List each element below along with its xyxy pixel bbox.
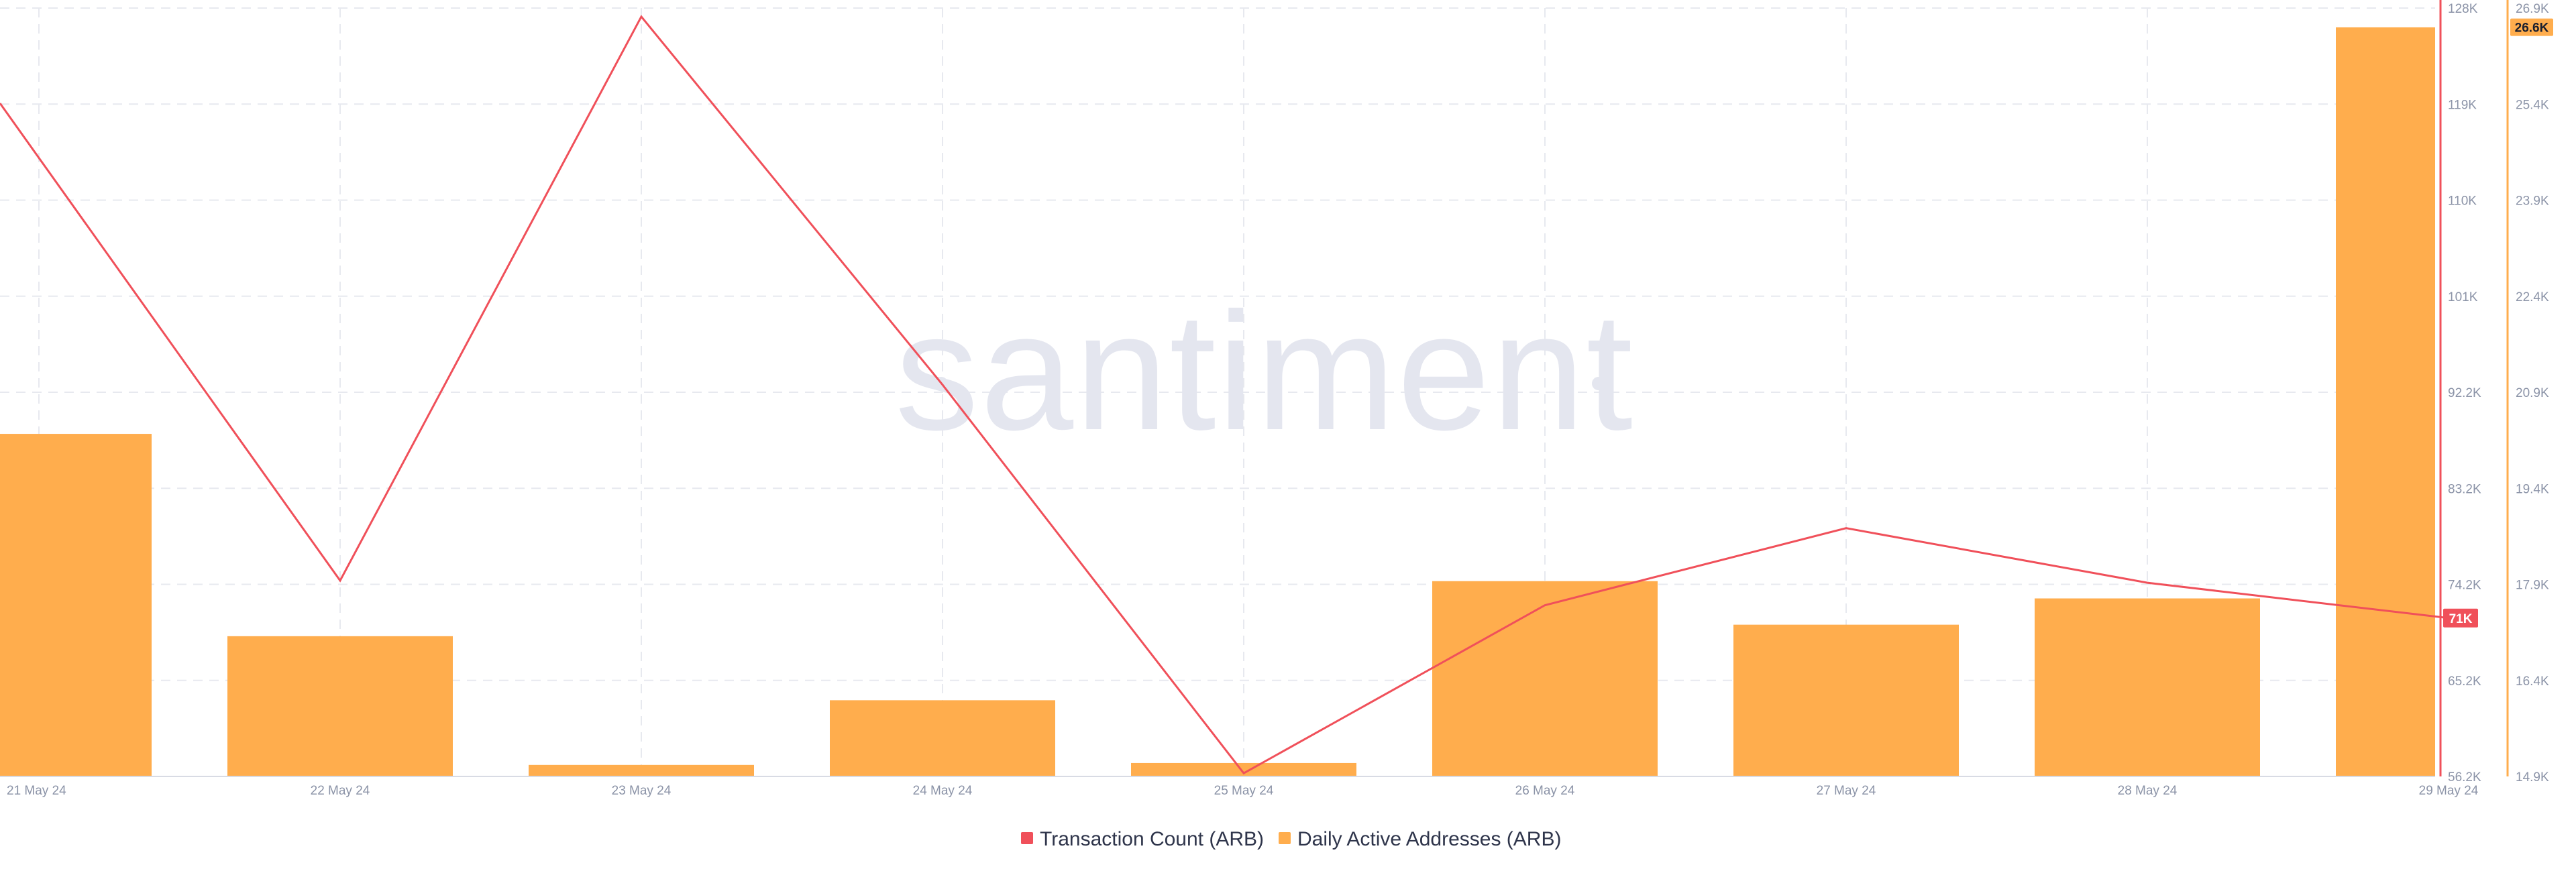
daa-bar-23-may-24[interactable] [529,764,754,776]
tx-axis-tick: 119K [2448,98,2477,112]
tx-axis-tick: 101K [2448,290,2478,304]
daa-bar-27-may-24[interactable] [1733,624,1959,776]
daa-axis-tick: 26.9K [2516,2,2549,16]
watermark-right-dot [1592,377,1605,390]
daa-bar-26-may-24[interactable] [1432,581,1658,776]
x-axis-tick: 27 May 24 [1817,784,1876,798]
tx-line [0,15,2449,775]
daa-bar-25-may-24[interactable] [1131,762,1356,776]
x-axis-tick: 22 May 24 [311,784,370,798]
tx-axis-tick: 74.2K [2448,579,2481,593]
x-axis-tick: 29 May 24 [2419,784,2479,798]
legend-label: Daily Active Addresses (ARB) [1297,828,1561,850]
tx-axis-tick: 65.2K [2448,675,2481,689]
legend-item-transaction-count[interactable]: Transaction Count (ARB) [1021,828,1264,850]
daa-bar-21-may-24[interactable] [0,434,152,776]
tx-axis-tick: 128K [2448,2,2478,16]
tx-axis-tick: 56.2K [2448,770,2481,784]
legend-item-daily-active-addresses[interactable]: Daily Active Addresses (ARB) [1279,828,1561,850]
x-axis-tick: 28 May 24 [2118,784,2178,798]
daa-bar-24-may-24[interactable] [830,700,1055,776]
daa-bar-28-may-24[interactable] [2035,598,2260,776]
daa-axis-tick: 23.9K [2516,194,2549,209]
x-axis-tick: 23 May 24 [612,784,672,798]
tx-axis-tick: 110K [2448,194,2477,209]
daa-axis-tick: 20.9K [2516,386,2549,400]
tx-count-line[interactable] [0,15,2449,775]
daa-axis-tick: 22.4K [2516,290,2549,304]
x-axis-tick: 24 May 24 [913,784,973,798]
daa-bars [0,27,2435,776]
daa-current-badge [2510,18,2553,36]
daa-axis-tick: 14.9K [2516,770,2549,784]
x-axis-tick: 25 May 24 [1214,784,1274,798]
tx-axis-tick: 83.2K [2448,482,2481,496]
x-axis-tick: 21 May 24 [7,784,66,798]
daa-current-badge-text: 26.6K [2515,21,2549,36]
legend-swatch [1279,832,1291,844]
daa-axis-tick: 17.9K [2516,579,2549,593]
daa-axis-tick: 19.4K [2516,482,2549,496]
legend-label: Transaction Count (ARB) [1040,828,1264,850]
tx-current-badge-text: 71K [2449,612,2473,626]
x-axis-tick: 26 May 24 [1515,784,1575,798]
tx-current-badge [2443,608,2478,628]
daa-axis-tick: 25.4K [2516,98,2549,112]
santiment-watermark: santiment [895,278,1634,465]
daa-bar-29-may-24[interactable] [2336,27,2435,776]
legend-swatch [1021,832,1033,844]
legend[interactable]: Transaction Count (ARB) Daily Active Addr… [1021,828,1561,850]
daa-bar-22-may-24[interactable] [227,636,453,776]
tx-axis-tick: 92.2K [2448,386,2481,400]
daa-axis-tick: 16.4K [2516,675,2549,689]
axes: 128K 119K 110K 101K 92.2K 83.2K 74.2K 65.2K 56.2… [0,0,2553,798]
